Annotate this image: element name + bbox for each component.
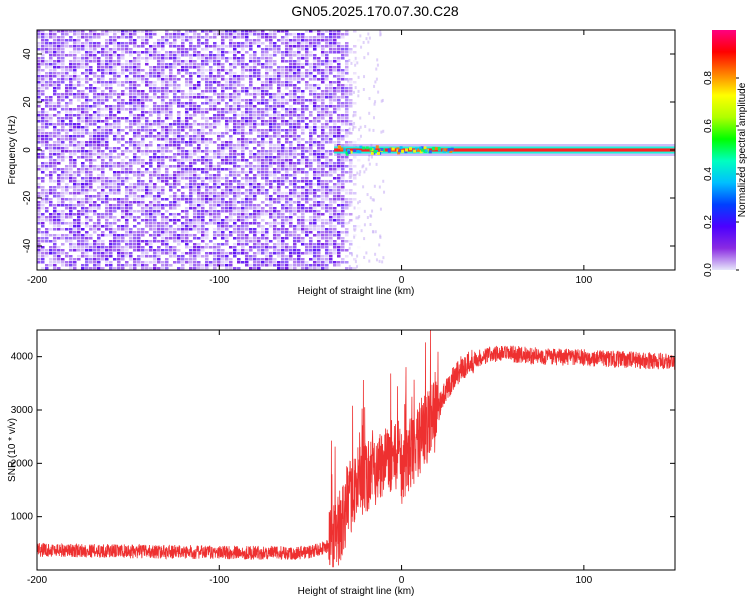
y-tick-label: -20 (22, 190, 33, 205)
x-tick-label: -100 (209, 275, 229, 286)
x-tick-label: 0 (399, 575, 405, 586)
y-axis-label: Frequency (Hz) (7, 116, 18, 185)
y-tick-label: 3000 (11, 405, 34, 416)
x-axis-label: Height of straight line (km) (298, 586, 415, 597)
x-tick-label: -200 (27, 275, 47, 286)
y-tick-label: 1000 (11, 512, 34, 523)
y-axis-label: SNR (10 * v/v) (7, 418, 18, 482)
y-tick-label: 0 (22, 147, 33, 153)
colorbar-label: Normalized spectral amplitude (737, 82, 748, 217)
colorbar-tick-label: 0.8 (703, 71, 714, 85)
colorbar-tick-label: 0.6 (703, 119, 714, 133)
y-tick-label: 40 (22, 48, 33, 60)
colorbar-tick-label: 0.4 (703, 167, 714, 181)
y-tick-label: 2000 (11, 458, 34, 469)
chart-title: GN05.2025.170.07.30.C28 (291, 3, 459, 19)
x-tick-label: -200 (27, 575, 47, 586)
snr-plot-area (37, 330, 675, 568)
colorbar-tick-label: 0.2 (703, 215, 714, 229)
y-tick-label: 4000 (11, 352, 34, 363)
x-tick-label: 0 (399, 275, 405, 286)
x-axis-label: Height of straight line (km) (298, 286, 415, 297)
snr-series-line (37, 330, 675, 568)
x-tick-label: 100 (576, 275, 593, 286)
x-tick-label: 100 (576, 575, 593, 586)
axes: 0.0 0.2 0.4 0.6 0.8 Normalized spectral ampli… (7, 29, 748, 597)
heatmap-area (37, 30, 675, 270)
y-tick-label: 20 (22, 96, 33, 108)
x-tick-label: -100 (209, 575, 229, 586)
y-tick-label: -40 (22, 238, 33, 253)
colorbar-tick-label: 0.0 (703, 263, 714, 277)
colorbar (712, 30, 736, 270)
plot-frame-2 (36, 329, 676, 571)
